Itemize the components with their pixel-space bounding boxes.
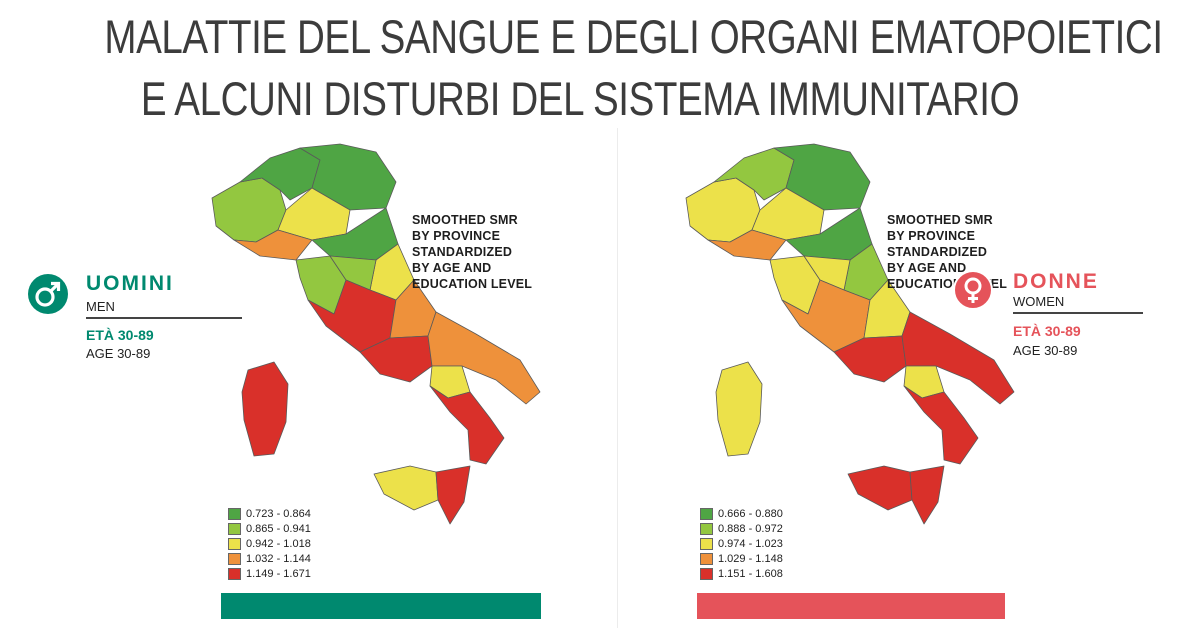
title-line-1: MALATTIE DEL SANGUE E DEGLI ORGANI EMATO… (104, 10, 1163, 63)
legend-text: 0.888 - 0.972 (718, 522, 783, 535)
legend-swatch (228, 522, 241, 535)
age-it-men: ETÀ 30-89 (86, 327, 154, 343)
women-region-sicily-east (909, 465, 945, 525)
legend-row: 1.032 - 1.144 (228, 551, 311, 566)
legend-swatch (700, 522, 713, 535)
women-region-calabria (903, 385, 979, 465)
legend-row: 0.666 - 0.880 (700, 506, 783, 521)
accent-bar-men (221, 593, 541, 619)
smr-note-men: SMOOTHED SMR BY PROVINCE STANDARDIZED BY… (412, 212, 532, 292)
gender-name-women: DONNE (1013, 270, 1099, 293)
smr-note-line: BY AGE AND (887, 261, 967, 275)
legend-swatch (700, 537, 713, 550)
legend-text: 0.974 - 1.023 (718, 537, 783, 550)
legend-row: 1.151 - 1.608 (700, 566, 783, 581)
legend-text: 0.865 - 0.941 (246, 522, 311, 535)
smr-note-line: BY PROVINCE (412, 229, 501, 243)
legend-row: 0.942 - 1.018 (228, 536, 311, 551)
legend-swatch (228, 567, 241, 580)
legend-text: 1.149 - 1.671 (246, 567, 311, 580)
gender-rule-men (86, 317, 242, 319)
legend-row: 0.974 - 1.023 (700, 536, 783, 551)
legend-row: 0.723 - 0.864 (228, 506, 311, 521)
women-choropleth (685, 143, 1015, 525)
legend-row: 0.888 - 0.972 (700, 521, 783, 536)
smr-note-line: STANDARDIZED (887, 245, 988, 259)
title-line-2: E ALCUNI DISTURBI DEL SISTEMA IMMUNITARI… (140, 72, 1020, 125)
legend-swatch (700, 552, 713, 565)
women-region-sardinia (715, 361, 763, 457)
men-region-sicily-west (373, 465, 439, 511)
legend-row: 1.029 - 1.148 (700, 551, 783, 566)
men-region-sicily-east (435, 465, 471, 525)
legend-text: 0.666 - 0.880 (718, 507, 783, 520)
smr-note-line: BY PROVINCE (887, 229, 976, 243)
legend-text: 1.029 - 1.148 (718, 552, 783, 565)
legend-text: 0.723 - 0.864 (246, 507, 311, 520)
gender-en-women: WOMEN (1013, 294, 1065, 309)
age-it-women: ETÀ 30-89 (1013, 323, 1081, 339)
gender-name-men: UOMINI (86, 272, 174, 295)
men-region-calabria (429, 385, 505, 465)
legend-swatch (228, 507, 241, 520)
gender-rule-women (1013, 312, 1143, 314)
legend-text: 1.032 - 1.144 (246, 552, 311, 565)
smr-note-line: EDUCATION LEVEL (412, 277, 533, 291)
map-men (200, 130, 560, 550)
age-en-men: AGE 30-89 (86, 346, 151, 361)
accent-bar-women (697, 593, 1005, 619)
gender-en-men: MEN (86, 299, 115, 314)
page-title: MALATTIE DEL SANGUE E DEGLI ORGANI EMATO… (104, 6, 1163, 130)
male-symbol-icon (28, 274, 68, 314)
panel-divider (617, 128, 618, 628)
age-en-women: AGE 30-89 (1013, 343, 1078, 358)
legend-swatch (228, 552, 241, 565)
legend-text: 0.942 - 1.018 (246, 537, 311, 550)
men-region-sardinia (241, 361, 289, 457)
legend-text: 1.151 - 1.608 (718, 567, 783, 580)
smr-note-line: STANDARDIZED (412, 245, 513, 259)
legend-women: 0.666 - 0.880 0.888 - 0.972 0.974 - 1.02… (700, 506, 783, 581)
legend-row: 0.865 - 0.941 (228, 521, 311, 536)
women-region-sicily-west (847, 465, 913, 511)
legend-swatch (700, 567, 713, 580)
map-women (674, 130, 1034, 550)
smr-note-line: BY AGE AND (412, 261, 492, 275)
legend-swatch (700, 507, 713, 520)
smr-note-line: SMOOTHED SMR (887, 213, 993, 227)
smr-note-line: SMOOTHED SMR (412, 213, 518, 227)
men-choropleth (211, 143, 541, 525)
female-symbol-icon (953, 270, 993, 310)
legend-men: 0.723 - 0.864 0.865 - 0.941 0.942 - 1.01… (228, 506, 311, 581)
legend-swatch (228, 537, 241, 550)
legend-row: 1.149 - 1.671 (228, 566, 311, 581)
